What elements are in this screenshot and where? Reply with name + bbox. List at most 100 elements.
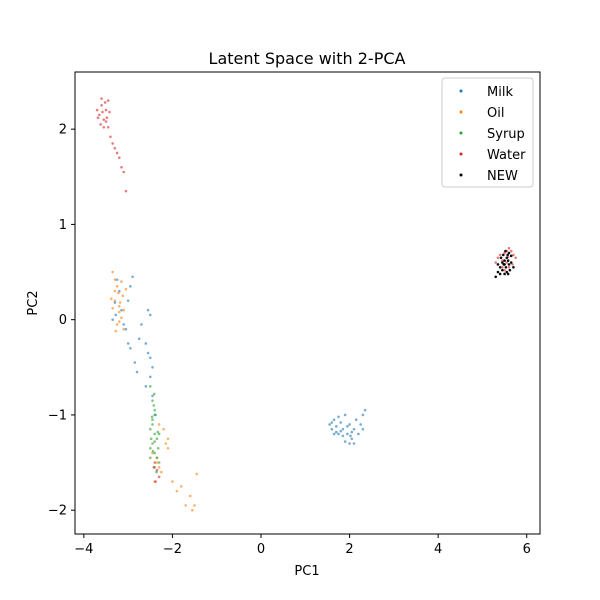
data-point bbox=[106, 125, 110, 129]
data-point bbox=[501, 268, 504, 272]
data-point bbox=[496, 263, 500, 266]
data-point bbox=[120, 316, 123, 320]
legend-marker bbox=[459, 173, 463, 177]
data-point bbox=[509, 249, 513, 253]
plot-frame bbox=[74, 71, 541, 535]
data-point bbox=[505, 256, 509, 260]
data-point bbox=[339, 429, 343, 433]
data-point bbox=[153, 408, 157, 412]
series-new bbox=[494, 249, 515, 279]
series-milk bbox=[111, 275, 367, 445]
data-point bbox=[503, 263, 506, 266]
data-point bbox=[117, 156, 121, 160]
data-point bbox=[113, 146, 117, 150]
legend-label: Syrup bbox=[487, 127, 525, 142]
data-point bbox=[512, 265, 515, 269]
data-point bbox=[102, 118, 106, 121]
data-point bbox=[350, 437, 354, 441]
data-point bbox=[104, 108, 108, 112]
data-point bbox=[343, 440, 347, 443]
data-point bbox=[104, 120, 108, 123]
data-point bbox=[148, 356, 152, 360]
data-point bbox=[157, 423, 161, 426]
data-point bbox=[124, 189, 128, 193]
data-point bbox=[195, 472, 199, 476]
data-point bbox=[113, 301, 117, 304]
y-tick-label: −2 bbox=[48, 504, 67, 519]
data-point bbox=[155, 468, 159, 472]
data-point bbox=[503, 268, 506, 272]
data-point bbox=[133, 361, 137, 364]
data-point bbox=[505, 270, 509, 274]
data-point bbox=[494, 261, 498, 264]
data-point bbox=[153, 432, 157, 436]
data-point bbox=[506, 259, 510, 262]
data-point bbox=[184, 504, 188, 507]
data-point bbox=[363, 408, 367, 412]
data-point bbox=[352, 442, 356, 445]
data-point bbox=[113, 299, 117, 302]
data-point bbox=[98, 113, 101, 117]
y-axis-ticks: −2 −1 0 1 2 bbox=[48, 123, 75, 519]
data-point bbox=[101, 110, 104, 114]
legend: Milk Oil Syrup Water NEW bbox=[441, 77, 534, 188]
data-point bbox=[499, 256, 503, 260]
data-point bbox=[148, 385, 152, 388]
data-point bbox=[332, 432, 336, 436]
data-point bbox=[122, 170, 126, 174]
data-point bbox=[122, 323, 126, 326]
legend-label: Milk bbox=[487, 85, 513, 100]
data-point bbox=[330, 427, 334, 431]
legend-marker bbox=[459, 152, 463, 156]
data-point bbox=[146, 308, 150, 312]
data-point bbox=[115, 323, 119, 326]
data-point bbox=[334, 430, 338, 434]
x-axis-label: PC1 bbox=[294, 564, 319, 579]
data-point bbox=[114, 329, 118, 333]
x-tick-label: 0 bbox=[257, 542, 265, 557]
x-tick-label: −4 bbox=[74, 542, 93, 557]
data-point bbox=[509, 261, 513, 264]
data-point bbox=[148, 427, 152, 431]
y-axis-label: PC2 bbox=[26, 290, 41, 315]
data-point bbox=[117, 305, 121, 308]
data-point bbox=[117, 291, 120, 295]
data-point bbox=[146, 351, 150, 355]
data-point bbox=[328, 423, 331, 426]
data-point bbox=[349, 434, 352, 438]
data-point bbox=[354, 418, 358, 421]
data-point bbox=[504, 265, 508, 269]
data-point bbox=[503, 259, 506, 262]
data-point bbox=[494, 275, 498, 279]
data-point bbox=[148, 313, 152, 317]
data-point bbox=[191, 508, 194, 512]
data-point bbox=[507, 265, 511, 269]
data-point bbox=[514, 256, 517, 260]
points-layer bbox=[95, 97, 517, 512]
data-point bbox=[153, 440, 157, 443]
data-point bbox=[339, 421, 343, 424]
x-tick-label: 2 bbox=[345, 542, 353, 557]
data-point bbox=[496, 256, 500, 260]
data-point bbox=[352, 427, 356, 431]
data-point bbox=[140, 323, 143, 326]
data-point bbox=[115, 278, 119, 281]
data-point bbox=[111, 306, 114, 310]
data-point bbox=[166, 437, 170, 441]
data-point bbox=[155, 456, 159, 460]
data-point bbox=[164, 442, 168, 445]
data-point bbox=[346, 425, 349, 428]
data-point bbox=[114, 313, 118, 317]
data-point bbox=[151, 394, 154, 398]
data-point bbox=[117, 310, 121, 314]
data-point bbox=[160, 470, 163, 474]
data-point bbox=[102, 125, 106, 129]
data-point bbox=[188, 494, 192, 498]
data-point bbox=[100, 97, 103, 100]
data-point bbox=[113, 278, 117, 281]
data-point bbox=[129, 285, 132, 288]
data-point bbox=[100, 104, 103, 107]
data-point bbox=[507, 263, 511, 266]
data-point bbox=[337, 415, 340, 419]
